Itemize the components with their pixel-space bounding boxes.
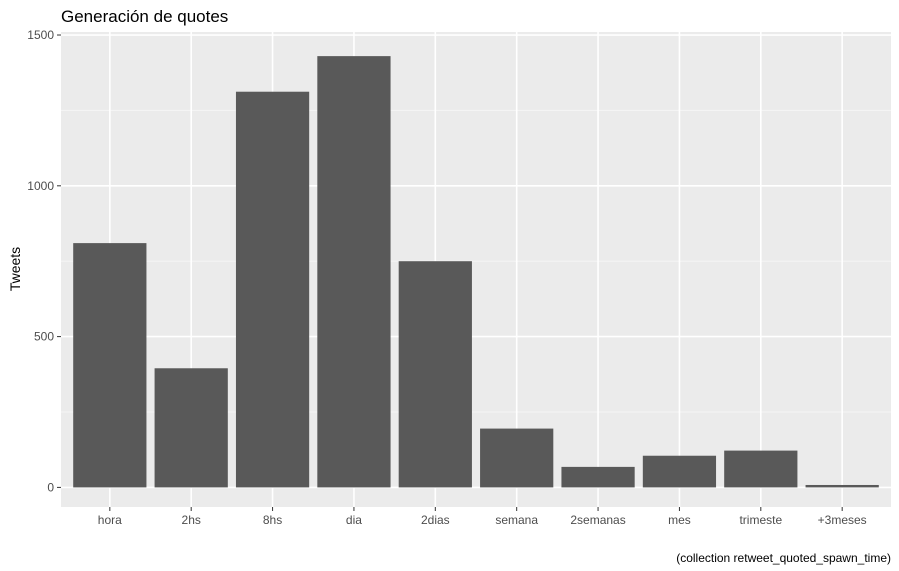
- y-axis-label: Tweets: [7, 247, 23, 291]
- x-tick-label: 2hs: [182, 513, 201, 527]
- y-tick-label: 0: [47, 480, 54, 494]
- x-axis-ticks: hora 2hs 8hs dia 2dias semana 2semanas mes trime…: [98, 507, 867, 527]
- x-tick-label: 2semanas: [570, 513, 625, 527]
- bar-dia: [317, 56, 391, 488]
- bar-8hs: [235, 91, 310, 488]
- bar-2dias: [398, 261, 472, 488]
- bar-trimeste: [724, 450, 798, 488]
- x-tick-label: 8hs: [263, 513, 282, 527]
- x-tick-label: hora: [98, 513, 122, 527]
- chart-caption: (collection retweet_quoted_spawn_time): [676, 551, 891, 565]
- bar-mes: [642, 455, 717, 488]
- y-tick-label: 500: [34, 330, 54, 344]
- bar-2hs: [154, 368, 228, 488]
- bar-hora: [73, 243, 147, 488]
- bars: [73, 56, 879, 488]
- y-tick-label: 1000: [27, 179, 54, 193]
- y-tick-label: 1500: [27, 28, 54, 42]
- y-axis-ticks: 0 500 1000 1500: [27, 28, 61, 494]
- x-tick-label: semana: [495, 513, 538, 527]
- x-tick-label: trimeste: [739, 513, 782, 527]
- bar-+3meses: [805, 484, 879, 488]
- bar-2semanas: [561, 466, 635, 488]
- x-tick-label: dia: [346, 513, 362, 527]
- bar-semana: [480, 428, 554, 488]
- x-tick-label: mes: [668, 513, 691, 527]
- x-tick-label: +3meses: [818, 513, 867, 527]
- chart-title: Generación de quotes: [61, 7, 228, 26]
- x-tick-label: 2dias: [421, 513, 450, 527]
